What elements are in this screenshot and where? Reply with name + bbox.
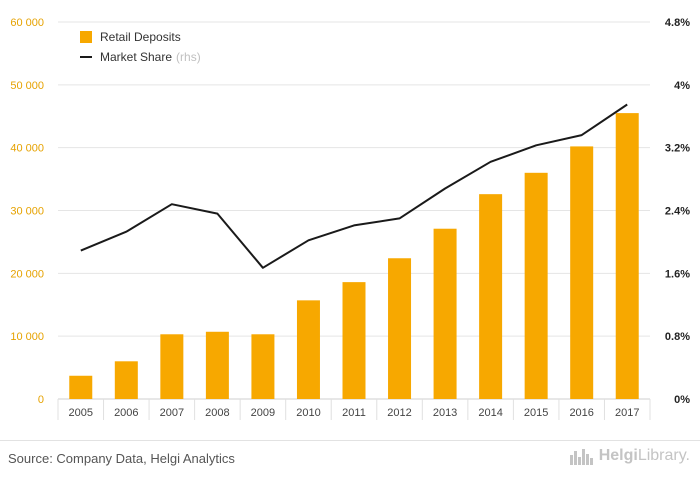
left-axis-tick-label: 0 <box>38 394 44 406</box>
bar <box>388 258 412 399</box>
logo-text-light: Library. <box>637 447 690 464</box>
right-axis-tick-label: 3.2% <box>665 143 690 155</box>
x-axis-tick-label: 2017 <box>615 407 639 419</box>
x-axis-tick-label: 2009 <box>251 407 275 419</box>
chart-area: 0 0% 10 000 0.8% 20 000 1.6% 30 000 2.4% 40 000 3… <box>10 17 690 420</box>
legend-label-rhs: (rhs) <box>176 50 201 64</box>
bar <box>205 331 229 399</box>
x-axis-tick-label: 2013 <box>433 407 457 419</box>
city-skyline-icon <box>569 449 593 465</box>
legend-item-market-share[interactable]: Market Share (rhs) <box>80 47 201 67</box>
x-axis-tick-label: 2005 <box>69 407 93 419</box>
bar <box>160 334 184 399</box>
legend-item-retail-deposits[interactable]: Retail Deposits <box>80 27 201 47</box>
right-axis-tick-label: 2.4% <box>665 206 690 218</box>
legend-label-market-share: Market Share <box>100 50 173 64</box>
bar <box>570 146 594 399</box>
combo-chart: 0 0% 10 000 0.8% 20 000 1.6% 30 000 2.4% 40 000 3… <box>10 17 690 420</box>
x-axis-tick-label: 2008 <box>205 407 229 419</box>
legend-bar-swatch <box>80 31 92 43</box>
bar <box>342 282 366 399</box>
right-axis-tick-label: 4% <box>674 80 690 92</box>
logo-text-bold: Helgi <box>598 447 638 464</box>
bar <box>433 228 457 399</box>
right-axis-tick-label: 0% <box>674 394 690 406</box>
logo-text: HelgiLibrary. <box>599 447 690 465</box>
x-axis-tick-label: 2016 <box>569 407 593 419</box>
bar <box>69 375 93 399</box>
x-axis-tick-label: 2014 <box>478 407 502 419</box>
left-axis-tick-label: 60 000 <box>10 17 44 29</box>
left-axis-tick-label: 30 000 <box>10 206 44 218</box>
bar <box>479 194 503 399</box>
x-axis-tick-label: 2010 <box>296 407 320 419</box>
x-axis-tick-label: 2015 <box>524 407 548 419</box>
right-axis-tick-label: 1.6% <box>665 268 690 280</box>
bar <box>524 172 548 399</box>
x-axis-tick-label: 2012 <box>387 407 411 419</box>
left-axis-tick-label: 10 000 <box>10 331 44 343</box>
bar <box>296 300 320 399</box>
bar <box>114 361 138 399</box>
right-axis-tick-label: 0.8% <box>665 331 690 343</box>
left-axis-tick-label: 50 000 <box>10 80 44 92</box>
bar <box>251 334 275 399</box>
legend-line-swatch <box>80 56 92 58</box>
helgi-library-logo[interactable]: HelgiLibrary. <box>569 447 690 465</box>
x-axis-tick-label: 2007 <box>160 407 184 419</box>
bar <box>615 113 639 399</box>
source-note: Source: Company Data, Helgi Analytics <box>8 451 235 466</box>
market-share-line <box>80 103 628 269</box>
legend: Retail Deposits Market Share (rhs) <box>80 27 201 67</box>
x-axis-tick-label: 2011 <box>342 407 366 419</box>
left-axis-tick-label: 40 000 <box>10 143 44 155</box>
x-axis-tick-label: 2006 <box>114 407 138 419</box>
footer-divider <box>0 440 700 441</box>
legend-label-retail-deposits: Retail Deposits <box>100 30 181 44</box>
left-axis-tick-label: 20 000 <box>10 268 44 280</box>
right-axis-tick-label: 4.8% <box>665 17 690 29</box>
